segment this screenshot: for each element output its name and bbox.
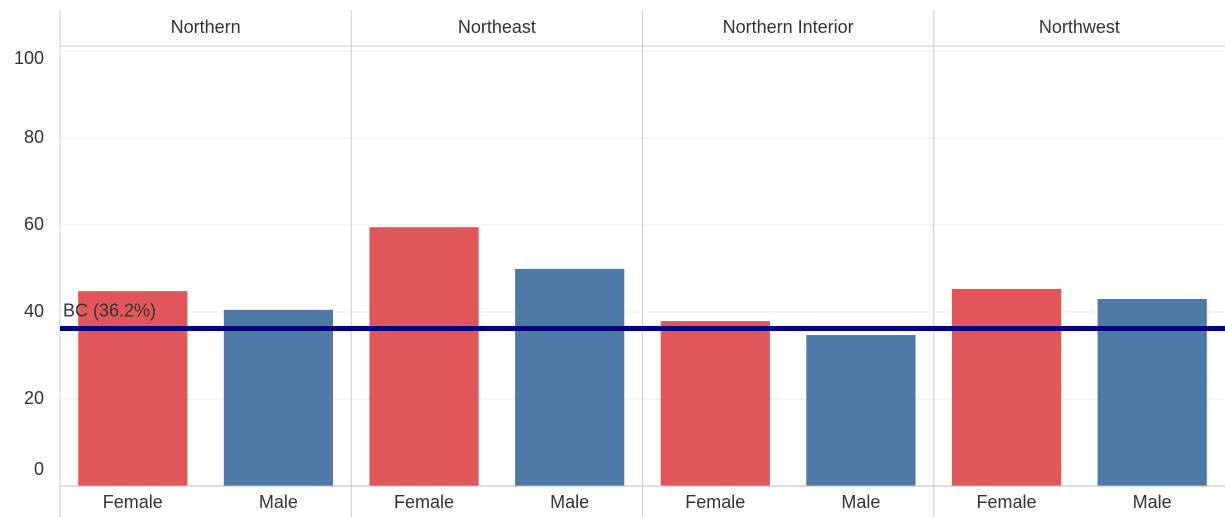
panel-header: Northwest (1039, 17, 1120, 37)
bar (806, 335, 916, 486)
y-tick-label: 40 (24, 301, 44, 321)
y-tick-label: 0 (34, 459, 44, 479)
panel-header: Northern Interior (723, 17, 854, 37)
x-tick-label: Male (550, 492, 589, 512)
x-tick-label: Male (841, 492, 880, 512)
bar (951, 288, 1062, 486)
x-tick-label: Female (977, 492, 1037, 512)
x-tick-label: Female (103, 492, 163, 512)
bar (515, 268, 625, 486)
x-tick-label: Female (394, 492, 454, 512)
y-tick-label: 80 (24, 127, 44, 147)
bar (660, 321, 770, 486)
bar (78, 291, 188, 486)
y-tick-label: 60 (24, 214, 44, 234)
y-tick-label: 20 (24, 388, 44, 408)
bar (369, 227, 479, 487)
reference-label: BC (36.2%) (63, 300, 156, 320)
x-tick-label: Male (259, 492, 298, 512)
x-tick-label: Female (685, 492, 745, 512)
panel-header: Northeast (458, 17, 536, 37)
x-tick-label: Male (1133, 492, 1172, 512)
bar (223, 309, 334, 486)
panel-header: Northern (171, 17, 241, 37)
y-tick-label: 100 (14, 48, 44, 68)
